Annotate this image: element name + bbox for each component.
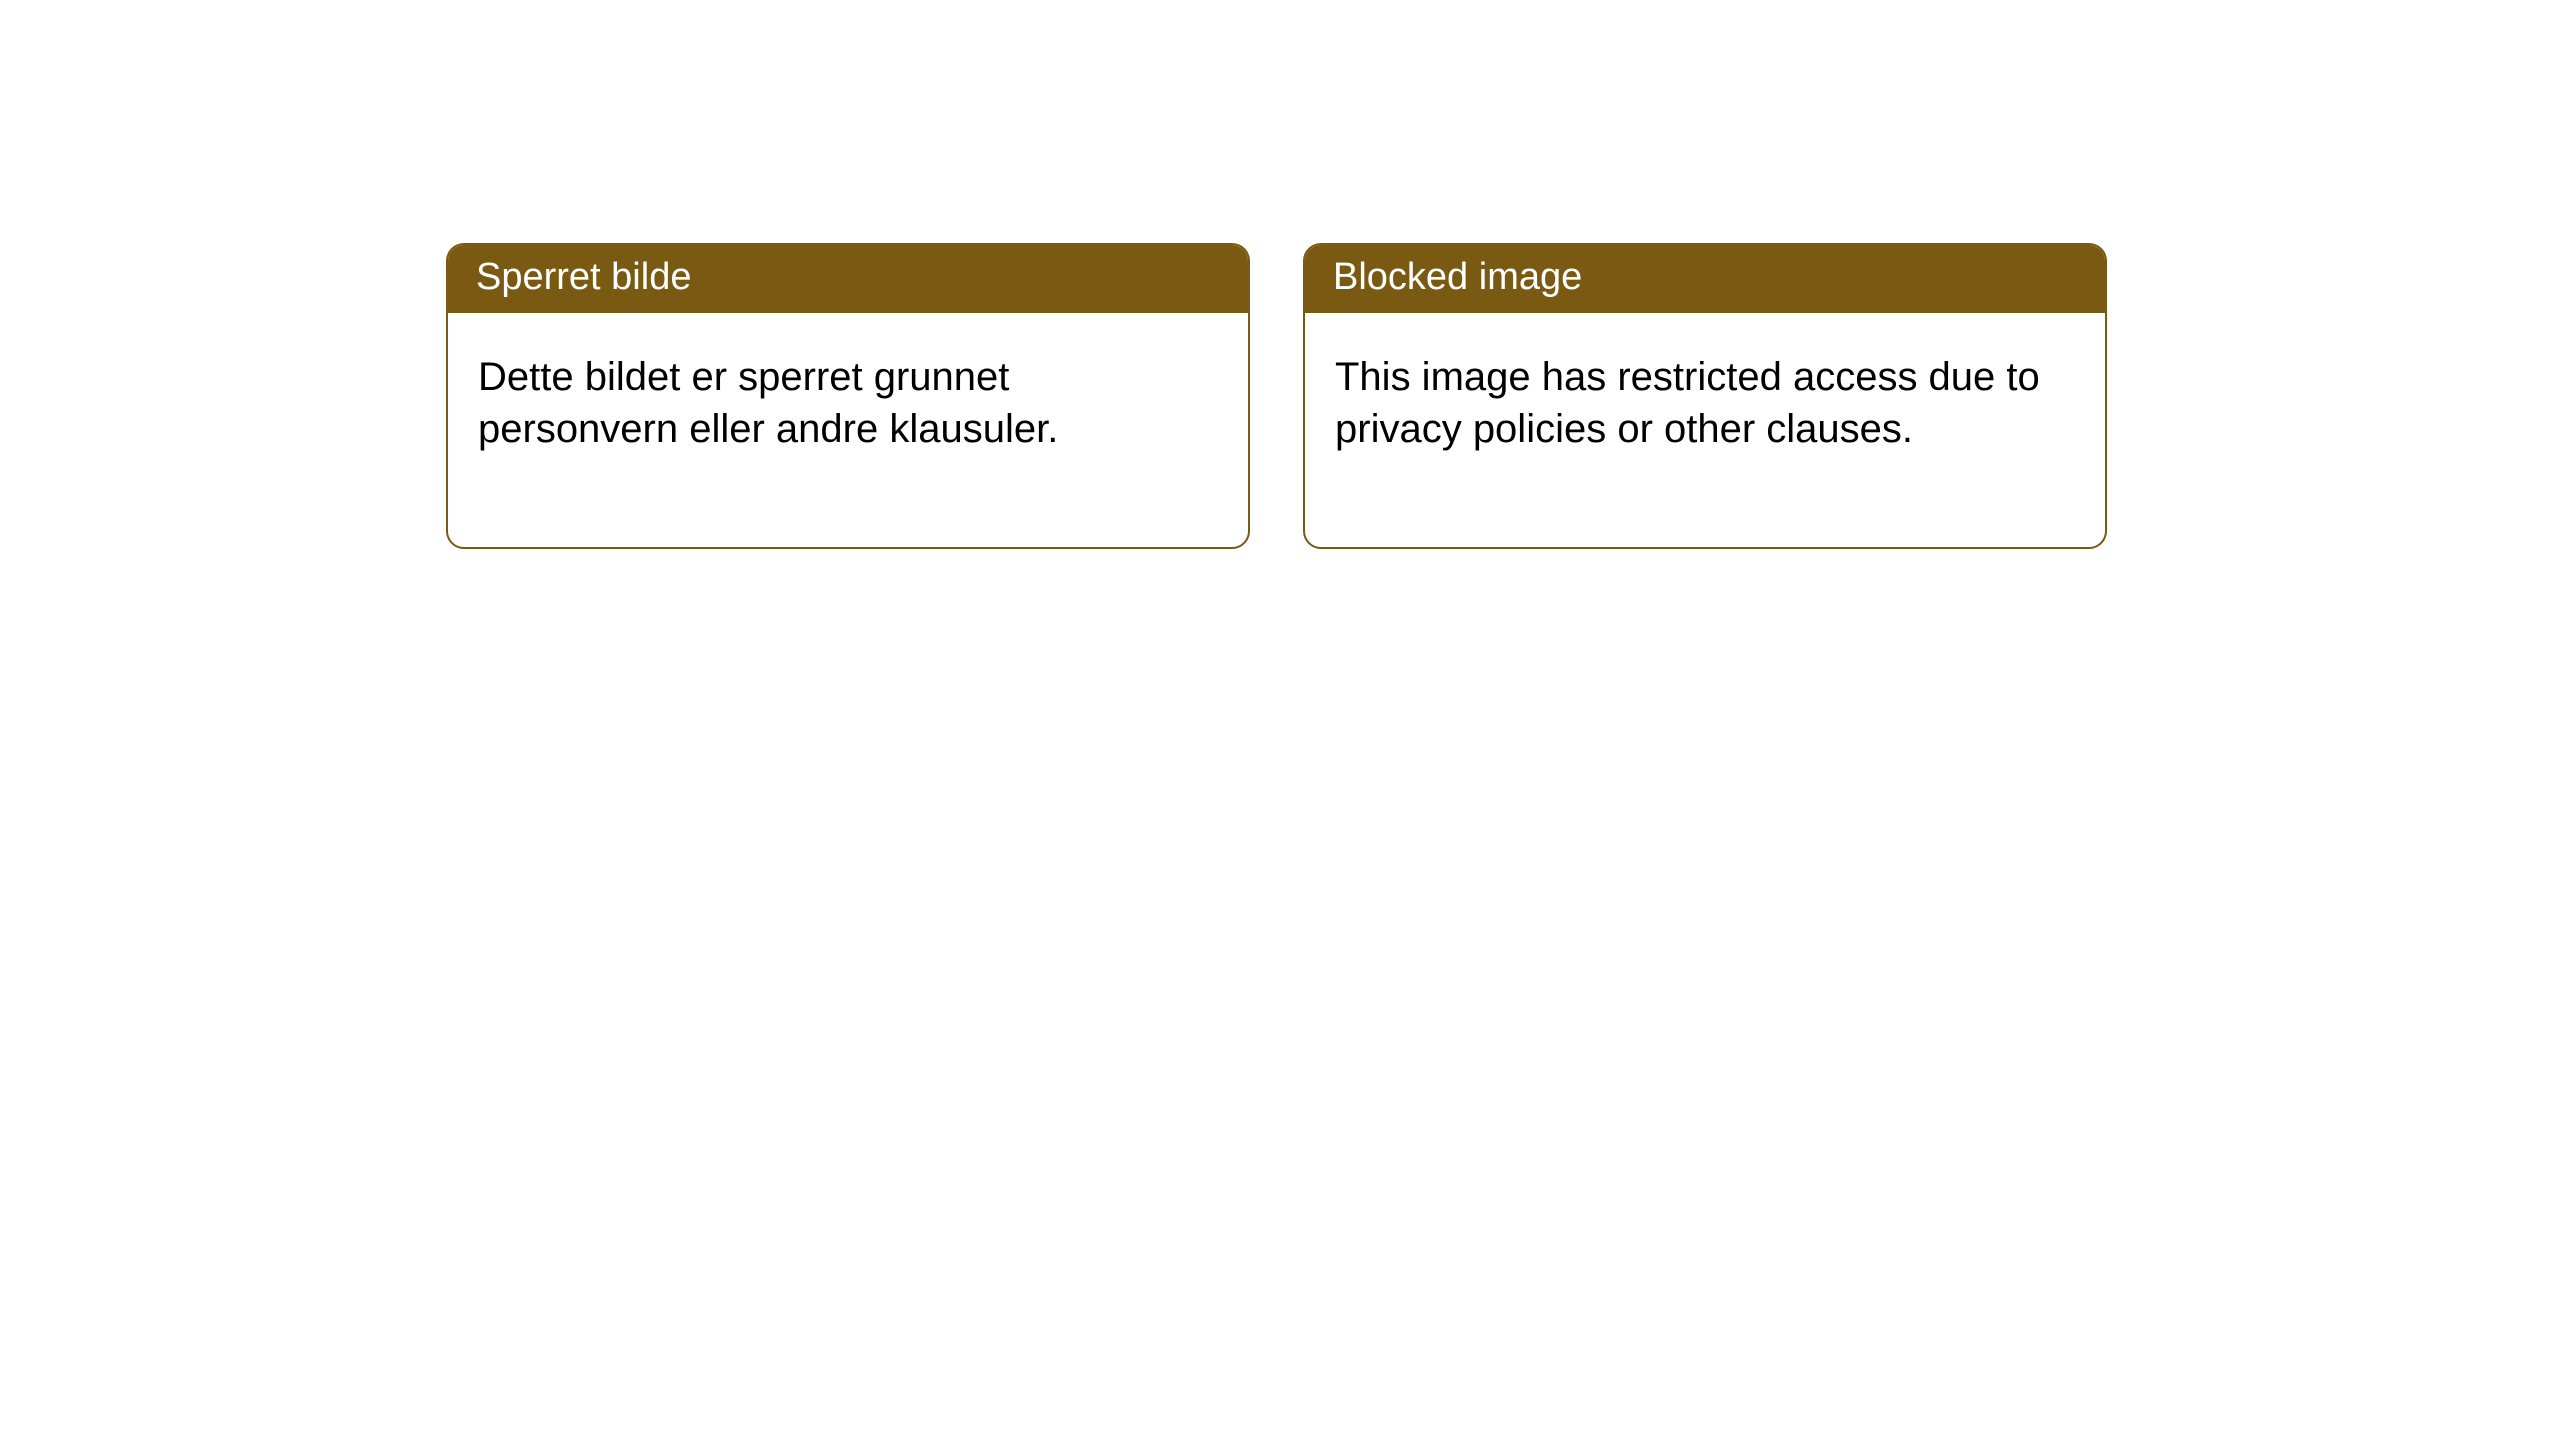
card-header: Sperret bilde [448,245,1248,313]
card-body: This image has restricted access due to … [1305,313,2105,547]
blocked-image-card-en: Blocked image This image has restricted … [1303,243,2107,549]
card-header: Blocked image [1305,245,2105,313]
card-body: Dette bildet er sperret grunnet personve… [448,313,1248,547]
card-container: Sperret bilde Dette bildet er sperret gr… [0,0,2560,549]
blocked-image-card-no: Sperret bilde Dette bildet er sperret gr… [446,243,1250,549]
